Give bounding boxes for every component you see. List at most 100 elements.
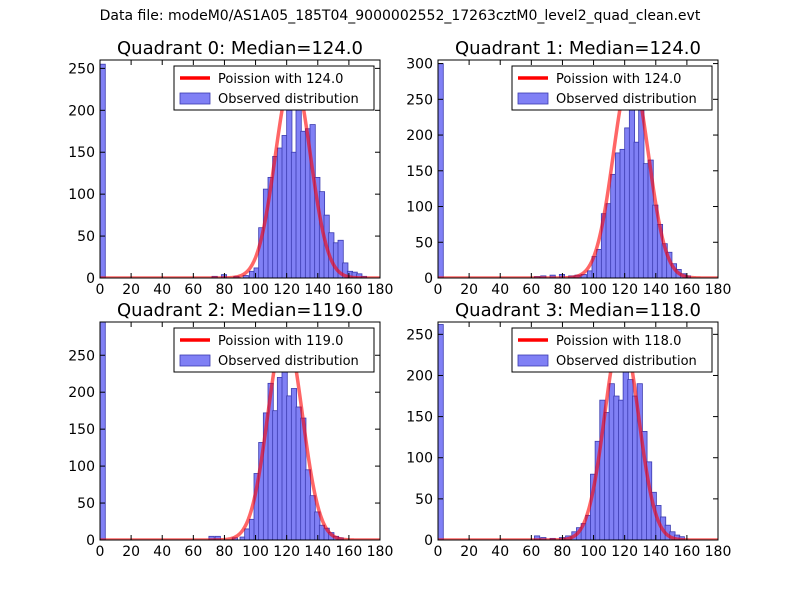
y-tick-label: 150 [406,410,433,426]
y-tick-label: 150 [406,164,433,180]
legend-bar-swatch [517,354,549,367]
x-tick-label: 160 [674,282,701,298]
x-tick-label: 140 [642,544,669,560]
axes-frame [437,321,719,541]
x-tick-label: 0 [434,282,443,298]
y-tick-label: 100 [406,451,433,467]
legend-bar-swatch [179,92,211,105]
histogram-bar [438,324,444,540]
x-tick-label: 0 [434,544,443,560]
x-tick-label: 180 [367,544,394,560]
x-tick-label: 180 [367,282,394,298]
x-tick-label: 0 [96,544,105,560]
y-tick-label: 0 [424,271,433,287]
y-tick-label: 100 [406,200,433,216]
y-tick-label: 300 [406,57,433,73]
x-tick-label: 60 [522,282,540,298]
panel-title: Quadrant 0: Median=124.0 [117,38,363,59]
y-tick-label: 250 [406,92,433,108]
y-tick-label: 50 [77,496,95,512]
x-tick-label: 0 [96,282,105,298]
legend-label-observed: Observed distribution [556,354,697,369]
poisson-curve [438,330,718,540]
x-tick-label: 140 [304,282,331,298]
x-tick-label: 100 [580,282,607,298]
x-tick-label: 60 [184,544,202,560]
x-tick-label: 120 [273,282,300,298]
quadrant-1-panel: Quadrant 1: Median=124.00 20 40 60 80 100 120 1… [406,38,731,298]
y-tick-label: 0 [86,533,95,549]
x-tick-label: 80 [554,282,572,298]
x-tick-label: 20 [460,544,478,560]
x-tick-label: 40 [153,282,171,298]
x-tick-label: 180 [705,544,732,560]
poisson-curve [100,329,380,540]
y-tick-label: 250 [68,348,95,364]
x-tick-label: 140 [642,282,669,298]
x-tick-label: 20 [122,282,140,298]
legend-label-observed: Observed distribution [556,92,697,107]
x-tick-label: 120 [611,544,638,560]
legend-label-poisson: Poission with 119.0 [218,334,343,349]
quadrant-3-panel: Quadrant 3: Median=118.00 20 40 60 80 100 120 1… [406,300,731,560]
histogram-bar [100,63,106,278]
x-tick-label: 160 [336,282,363,298]
figure-suptitle: Data file: modeM0/AS1A05_185T04_90000025… [99,8,701,24]
x-tick-label: 120 [273,544,300,560]
y-tick-label: 200 [68,385,95,401]
legend-label-poisson: Poission with 124.0 [556,72,681,87]
quadrant-2-panel: Quadrant 2: Median=119.00 20 40 60 80 100 120 1… [68,300,393,560]
y-tick-label: 100 [68,459,95,475]
legend-bar-swatch [517,92,549,105]
x-tick-label: 100 [242,544,269,560]
y-tick-label: 150 [68,145,95,161]
x-tick-label: 20 [122,544,140,560]
axes-frame [99,59,381,279]
x-tick-label: 60 [184,282,202,298]
legend-label-poisson: Poission with 124.0 [218,72,343,87]
x-tick-label: 40 [491,544,509,560]
y-tick-label: 50 [415,492,433,508]
panel-title: Quadrant 2: Median=119.0 [117,300,363,321]
x-tick-label: 20 [460,282,478,298]
legend-label-observed: Observed distribution [218,354,359,369]
panel-title: Quadrant 3: Median=118.0 [455,300,701,321]
panel-title: Quadrant 1: Median=124.0 [455,38,701,59]
y-tick-label: 150 [68,422,95,438]
y-tick-label: 250 [406,327,433,343]
x-tick-label: 140 [304,544,331,560]
histogram-bar [208,535,215,540]
axes-frame [437,59,719,279]
x-tick-label: 80 [554,544,572,560]
quadrant-0-panel: Quadrant 0: Median=124.00 20 40 60 80 100 120 1… [68,38,393,298]
x-tick-label: 80 [216,544,234,560]
legend-bar-swatch [179,354,211,367]
x-tick-label: 80 [216,282,234,298]
x-tick-label: 60 [522,544,540,560]
y-tick-label: 50 [77,229,95,245]
legend-label-poisson: Poission with 118.0 [556,334,681,349]
y-tick-label: 0 [424,533,433,549]
y-tick-label: 200 [406,128,433,144]
x-tick-label: 100 [242,282,269,298]
x-tick-label: 40 [153,544,171,560]
x-tick-label: 100 [580,544,607,560]
x-tick-label: 120 [611,282,638,298]
x-tick-label: 160 [336,544,363,560]
histogram-bar [242,275,249,278]
x-tick-label: 40 [491,282,509,298]
y-tick-label: 50 [415,235,433,251]
y-tick-label: 0 [86,271,95,287]
histogram-bar [100,322,106,540]
x-tick-label: 160 [674,544,701,560]
x-tick-label: 180 [705,282,732,298]
y-tick-label: 250 [68,61,95,77]
bars-group [100,322,344,540]
poisson-curve [100,72,380,278]
axes-frame [99,321,381,541]
y-tick-label: 200 [68,103,95,119]
poisson-curve [438,70,718,278]
legend-label-observed: Observed distribution [218,92,359,107]
